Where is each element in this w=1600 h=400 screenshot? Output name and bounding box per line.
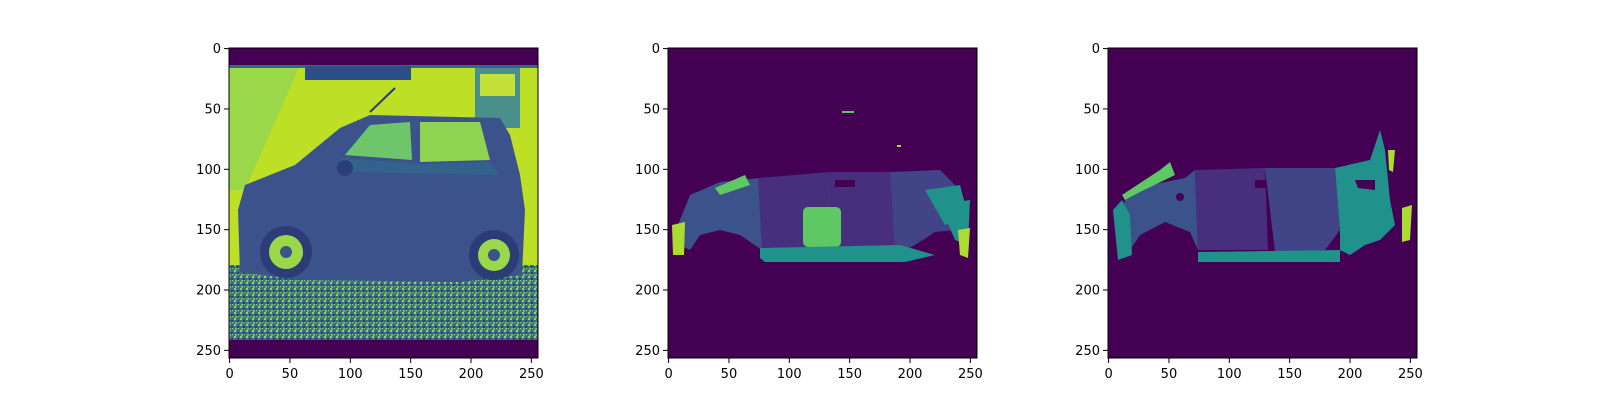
sign-board: [305, 66, 411, 80]
x-axis: 0 50 100 150 200 250: [664, 358, 983, 382]
y-tick-label: 0: [652, 42, 660, 57]
y-axis: 0 50 100 150 200 250: [635, 42, 668, 359]
y-tick-label: 200: [635, 284, 660, 299]
y-tick-label: 150: [635, 223, 660, 238]
y-tick-label: 100: [635, 163, 660, 178]
y-tick-label: 250: [196, 344, 221, 359]
y-tick-label: 0: [213, 42, 221, 57]
x-axis: 0 50 100 150 200 250: [225, 358, 544, 382]
rear-door-segment: [1265, 168, 1340, 252]
x-tick-label: 150: [1277, 367, 1302, 382]
axes-frame: [1107, 47, 1418, 359]
sill-segment: [1198, 250, 1340, 262]
y-tick-label: 150: [1075, 223, 1100, 238]
rear-quarter-segment: [1335, 130, 1395, 255]
x-tick-label: 0: [1104, 367, 1112, 382]
sill-segment: [760, 245, 935, 262]
x-tick-label: 50: [1161, 367, 1178, 382]
y-axis: 0 50 100 150 200 250: [196, 42, 229, 359]
y-tick-label: 100: [1075, 163, 1100, 178]
y-tick-label: 250: [635, 344, 660, 359]
x-tick-label: 100: [338, 367, 363, 382]
panel-predicted-segmentation: 0 50 100 150 200 250 0 50 100 150 200 250: [635, 42, 983, 382]
x-axis: 0 50 100 150 200 250: [1104, 358, 1423, 382]
x-tick-label: 150: [398, 367, 423, 382]
y-tick-label: 100: [196, 163, 221, 178]
x-tick-label: 50: [282, 367, 299, 382]
x-tick-label: 250: [519, 367, 544, 382]
y-tick-label: 200: [196, 284, 221, 299]
y-tick-label: 50: [1083, 102, 1100, 117]
y-axis: 0 50 100 150 200 250: [1075, 42, 1108, 359]
x-tick-label: 250: [958, 367, 983, 382]
y-tick-label: 50: [204, 102, 221, 117]
green-region: [803, 207, 841, 247]
panel-ground-truth-segmentation: 0 50 100 150 200 250 0 50 100 150 200 250: [1075, 42, 1423, 382]
x-tick-label: 250: [1398, 367, 1423, 382]
axes-frame: [667, 47, 978, 359]
ground-truth-mask-area: [1108, 48, 1417, 358]
tail-light-segment: [1402, 205, 1412, 242]
x-tick-label: 0: [664, 367, 672, 382]
front-fender-segment: [678, 178, 762, 250]
x-tick-label: 200: [1338, 367, 1363, 382]
y-tick-label: 50: [643, 102, 660, 117]
front-wing-segment: [1122, 162, 1175, 200]
front-fender-segment: [1118, 170, 1198, 250]
panel-input-image: 0 50 100 150 200 250 0 50 100 150 200 250: [196, 42, 544, 382]
x-tick-label: 50: [721, 367, 738, 382]
x-tick-label: 100: [777, 367, 802, 382]
x-tick-label: 150: [837, 367, 862, 382]
front-door-segment: [1195, 168, 1268, 250]
axes-frame: [228, 47, 539, 359]
y-tick-label: 0: [1092, 42, 1100, 57]
x-tick-label: 100: [1217, 367, 1242, 382]
prediction-mask-area: [668, 48, 977, 358]
y-tick-label: 200: [1075, 284, 1100, 299]
y-tick-label: 250: [1075, 344, 1100, 359]
x-tick-label: 0: [225, 367, 233, 382]
x-tick-label: 200: [459, 367, 484, 382]
y-tick-label: 150: [196, 223, 221, 238]
x-tick-label: 200: [898, 367, 923, 382]
input-image-area: [229, 48, 538, 358]
